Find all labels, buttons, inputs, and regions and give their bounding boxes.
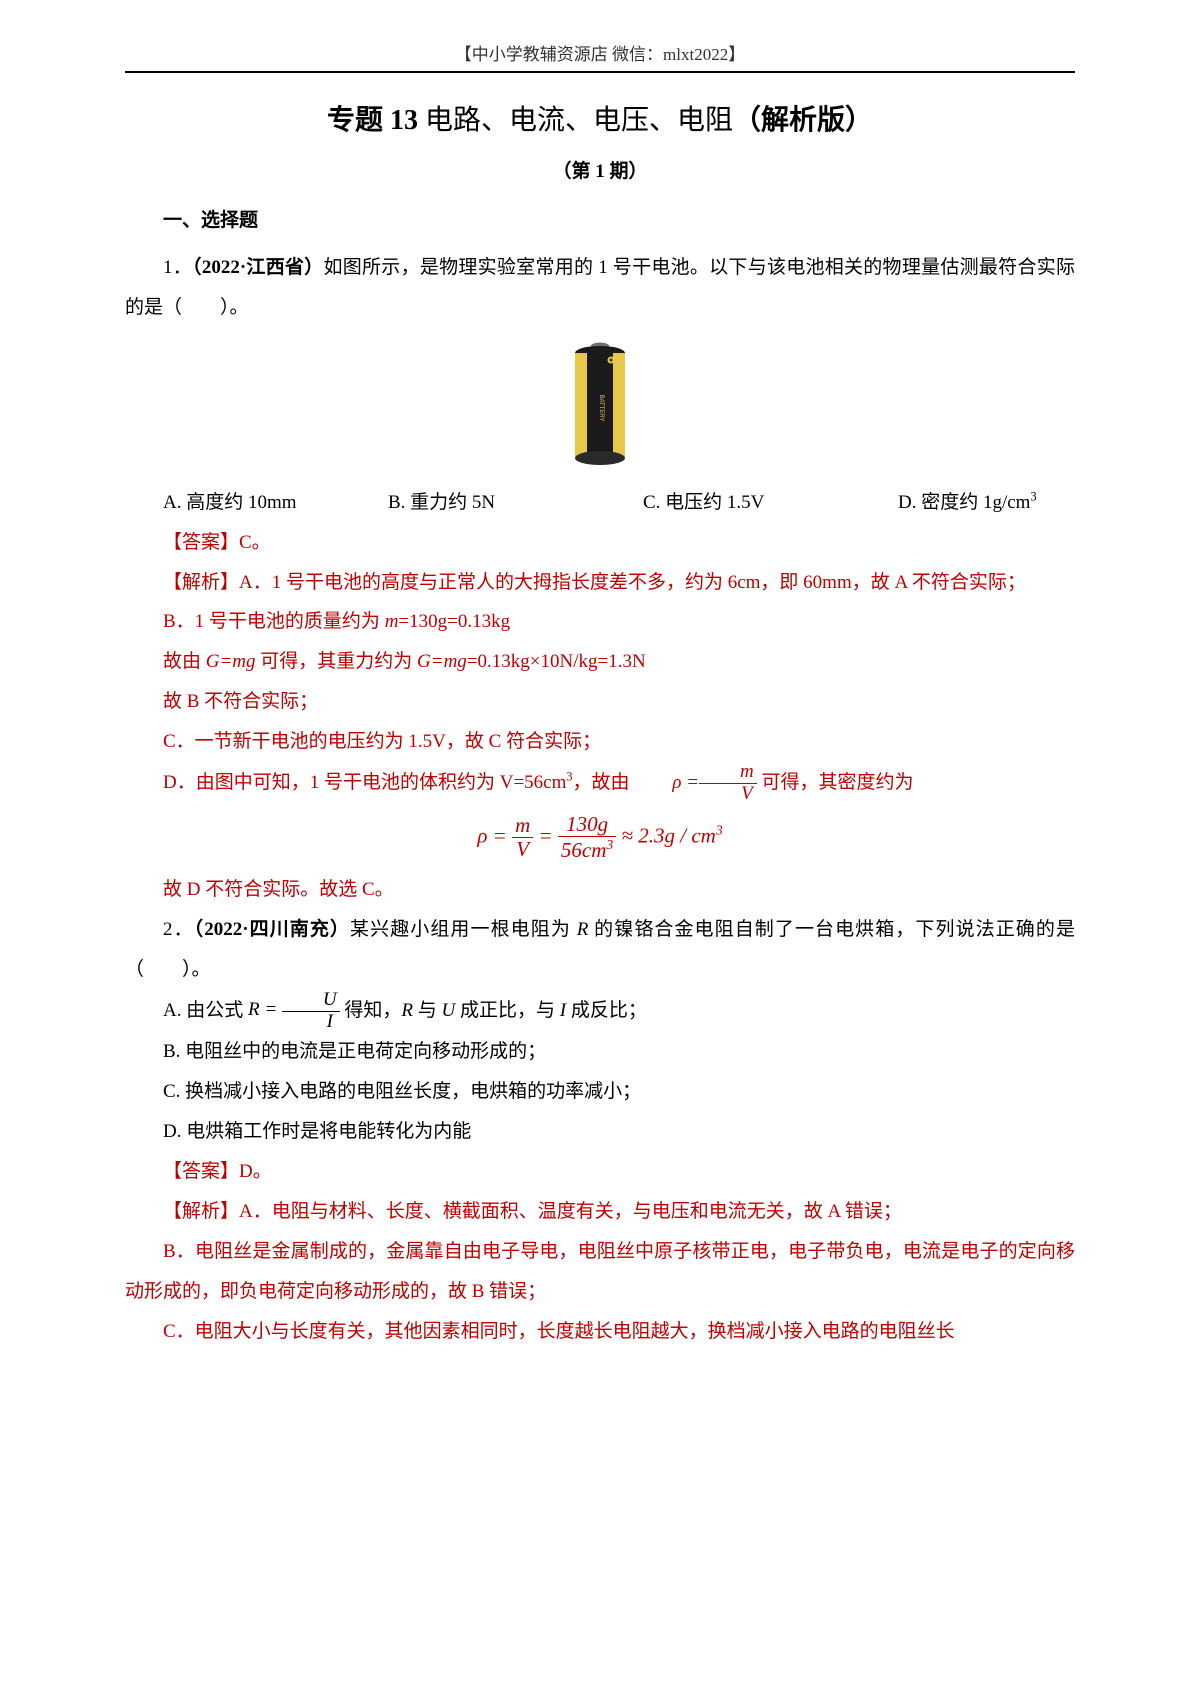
q2-exp-c: C．电阻大小与长度有关，其他因素相同时，长度越长电阻越大，换档减小接入电路的电阻… bbox=[125, 1312, 1075, 1352]
subtitle: （第 1 期） bbox=[125, 156, 1075, 183]
battery-image: BATTERY bbox=[125, 338, 1075, 473]
frac-num: m bbox=[699, 762, 757, 784]
title-body: 电路、电流、电压、电阻 bbox=[418, 105, 733, 136]
title-prefix: 专题 13 bbox=[327, 105, 418, 136]
q2a-num: U bbox=[282, 990, 340, 1012]
q1-exp-d2: 故 D 不符合实际。故选 C。 bbox=[125, 870, 1075, 910]
q2-option-b: B. 电阻丝中的电流是正电荷定向移动形成的； bbox=[125, 1032, 1075, 1072]
f-den2-t: 56cm bbox=[561, 838, 607, 862]
q2a-lhs: R bbox=[248, 999, 260, 1020]
q1-option-c: C. 电压约 1.5V bbox=[605, 483, 860, 523]
q1-exp-d1: D．由图中可知，1 号干电池的体积约为 V=56cm3，故由 ρ = mV 可得… bbox=[125, 762, 1075, 805]
q1-exp-d1-mid: ，故由 bbox=[573, 772, 635, 793]
q1-exp-b2: 故由 G=mg 可得，其重力约为 G=mg=0.13kg×10N/kg=1.3N bbox=[125, 642, 1075, 682]
f-den1: V bbox=[512, 838, 533, 861]
header-rule bbox=[125, 71, 1075, 73]
battery-icon: BATTERY bbox=[567, 338, 633, 468]
q1-exp-b3: 故 B 不符合实际； bbox=[125, 682, 1075, 722]
q1-exp-d1-post: 可得，其密度约为 bbox=[757, 772, 914, 793]
q1-source: （2022·江西省） bbox=[192, 257, 323, 278]
q1-option-b: B. 重力约 5N bbox=[350, 483, 605, 523]
frac-den: V bbox=[699, 784, 757, 805]
q2a-post: 得知，R 与 U 成正比，与 I 成反比； bbox=[340, 999, 647, 1020]
q1-exp-d1-pre: D．由图中可知，1 号干电池的体积约为 V=56cm bbox=[163, 772, 566, 793]
q1-exp-c: C．一节新干电池的电压约为 1.5V，故 C 符合实际； bbox=[125, 722, 1075, 762]
q2-source: （2022·四川南充） bbox=[194, 919, 350, 940]
q1-stem: 1．（2022·江西省）如图所示，是物理实验室常用的 1 号干电池。以下与该电池… bbox=[125, 248, 1075, 328]
page-header: 【中小学教辅资源店 微信：mlxt2022】 bbox=[125, 40, 1075, 71]
q1-option-d: D. 密度约 1g/cm3 bbox=[860, 483, 1075, 523]
f-num1: m bbox=[512, 814, 533, 838]
q2a-den: I bbox=[282, 1012, 340, 1033]
q2-stem: 2．（2022·四川南充）某兴趣小组用一根电阻为 R 的镍铬合金电阻自制了一台电… bbox=[125, 910, 1075, 990]
f-den2: 56cm3 bbox=[558, 837, 616, 862]
q2-option-d: D. 电烘箱工作时是将电能转化为内能 bbox=[125, 1112, 1075, 1152]
q2-num: 2． bbox=[163, 919, 194, 940]
q2-answer: 【答案】D。 bbox=[125, 1152, 1075, 1192]
title-suffix: （解析版） bbox=[733, 105, 873, 136]
q1-options: A. 高度约 10mm B. 重力约 5N C. 电压约 1.5V D. 密度约… bbox=[125, 483, 1075, 523]
q2a-pre: A. 由公式 bbox=[163, 999, 248, 1020]
f-approx: ≈ 2.3g / cm bbox=[622, 823, 716, 847]
q1-exp-a: 【解析】A．1 号干电池的高度与正常人的大拇指长度差不多，约为 6cm，即 60… bbox=[125, 563, 1075, 603]
document-title: 专题 13 电路、电流、电压、电阻（解析版） bbox=[125, 98, 1075, 138]
q1-density-formula: ρ = mV = 130g56cm3 ≈ 2.3g / cm3 bbox=[125, 813, 1075, 862]
q2-option-c: C. 换档减小接入电路的电阻丝长度，电烘箱的功率减小； bbox=[125, 1072, 1075, 1112]
f-num2: 130g bbox=[558, 813, 616, 837]
svg-text:BATTERY: BATTERY bbox=[598, 394, 604, 421]
page: 【中小学教辅资源店 微信：mlxt2022】 专题 13 电路、电流、电压、电阻… bbox=[0, 0, 1200, 1698]
q2-option-a: A. 由公式 R = UI 得知，R 与 U 成正比，与 I 成反比； bbox=[125, 990, 1075, 1033]
q1-exp-b1: B．1 号干电池的质量约为 m=130g=0.13kg bbox=[125, 602, 1075, 642]
q1-option-a: A. 高度约 10mm bbox=[125, 483, 350, 523]
q1-answer: 【答案】C。 bbox=[125, 523, 1075, 563]
q1-option-d-sup: 3 bbox=[1030, 489, 1036, 503]
section-heading: 一、选择题 bbox=[125, 205, 1075, 232]
q2-exp-a: 【解析】A．电阻与材料、长度、横截面积、温度有关，与电压和电流无关，故 A 错误… bbox=[125, 1192, 1075, 1232]
q2-exp-b: B．电阻丝是金属制成的，金属靠自由电子导电，电阻丝中原子核带正电，电子带负电，电… bbox=[125, 1232, 1075, 1312]
q1-option-d-text: D. 密度约 1g/cm bbox=[898, 492, 1030, 513]
